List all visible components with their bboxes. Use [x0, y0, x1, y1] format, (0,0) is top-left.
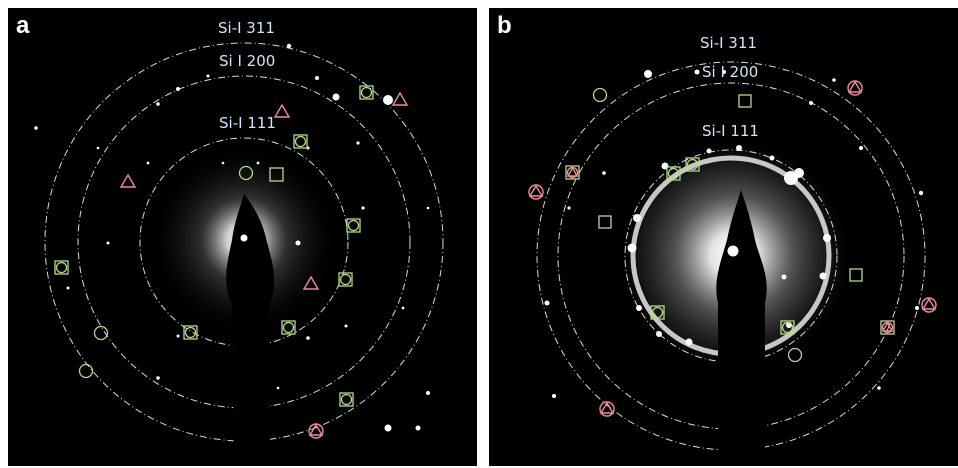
- circle-markers: [592, 87, 803, 363]
- square-marker: [738, 94, 752, 108]
- square-circle-marker: [685, 157, 700, 172]
- triangle-marker: [119, 173, 137, 188]
- triangle-circle-marker: [847, 80, 863, 96]
- square-circle-marker: [359, 85, 374, 100]
- triangle-marker: [273, 103, 291, 118]
- square-circle-marker: [54, 260, 69, 275]
- triangle-circle-marker: [308, 423, 324, 439]
- square-marker: [269, 167, 284, 182]
- central-spot: [727, 245, 739, 257]
- circle-marker: [238, 165, 254, 181]
- triangle-circle-marker: [921, 297, 937, 313]
- panel-letter-b: b: [497, 12, 512, 39]
- panel-letter-a: a: [16, 12, 30, 39]
- square-circle-marker: [346, 218, 361, 233]
- label-ring-200: Si I 200: [219, 52, 275, 70]
- square-circle-marker: [293, 134, 308, 149]
- square-triangle-marker: [565, 165, 580, 180]
- triangle-marker: [302, 275, 320, 290]
- diffraction-pattern-b: Si-I 311 Si I 200 Si-I 111: [489, 8, 958, 466]
- circle-marker: [78, 363, 94, 379]
- square-circle-marker: [666, 166, 681, 181]
- diffraction-pattern-a: Si-I 311 Si I 200 Si-I 111: [8, 8, 477, 466]
- square-markers: [54, 85, 374, 407]
- square-circle-marker: [780, 320, 795, 335]
- triangle-marker: [391, 91, 409, 106]
- label-ring-311: Si-I 311: [700, 34, 757, 52]
- square-circle-marker: [183, 325, 198, 340]
- square-markers: [565, 94, 895, 335]
- diffraction-panel-b: Si-I 311 Si I 200 Si-I 111 b: [489, 8, 958, 466]
- ring-111: [624, 149, 838, 363]
- circle-markers: [78, 165, 254, 379]
- circle-marker: [592, 87, 608, 103]
- triangle-markers: [528, 80, 937, 417]
- circle-marker: [93, 325, 109, 341]
- square-circle-marker: [650, 305, 665, 320]
- circle-marker: [787, 347, 803, 363]
- label-ring-200: Si I 200: [702, 63, 758, 81]
- square-circle-marker: [281, 320, 296, 335]
- triangle-circle-marker: [528, 184, 544, 200]
- diffraction-panel-a: Si-I 311 Si I 200 Si-I 111: [8, 8, 477, 466]
- triangle-circle-marker: [599, 401, 615, 417]
- ring-111: [139, 137, 349, 347]
- square-marker: [849, 268, 863, 282]
- square-circle-marker: [339, 392, 354, 407]
- label-ring-111: Si-I 111: [219, 114, 276, 132]
- square-triangle-marker: [880, 320, 895, 335]
- central-spot: [240, 234, 248, 242]
- ring-200: [77, 75, 411, 409]
- label-ring-311: Si-I 311: [218, 19, 275, 37]
- square-circle-marker: [338, 272, 353, 287]
- square-marker: [598, 215, 612, 229]
- triangle-markers: [119, 91, 409, 439]
- label-ring-111: Si-I 111: [702, 122, 759, 140]
- beam-stopper: [226, 194, 275, 466]
- beam-stopper: [716, 190, 767, 466]
